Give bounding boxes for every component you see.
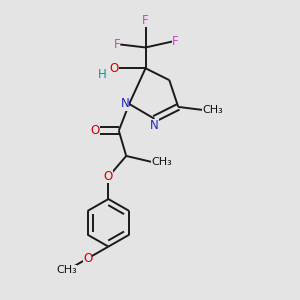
Text: O: O bbox=[104, 170, 113, 183]
Text: H: H bbox=[98, 68, 107, 81]
Text: F: F bbox=[172, 35, 179, 48]
Text: O: O bbox=[110, 62, 119, 75]
Text: N: N bbox=[120, 98, 129, 110]
Text: N: N bbox=[150, 119, 159, 132]
Text: F: F bbox=[114, 38, 120, 51]
Text: CH₃: CH₃ bbox=[56, 266, 77, 275]
Text: CH₃: CH₃ bbox=[152, 157, 172, 167]
Text: O: O bbox=[83, 252, 92, 265]
Text: CH₃: CH₃ bbox=[202, 105, 223, 115]
Text: O: O bbox=[90, 124, 100, 137]
Text: F: F bbox=[142, 14, 149, 27]
